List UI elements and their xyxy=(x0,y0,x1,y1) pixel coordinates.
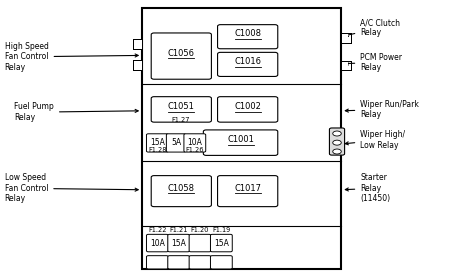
FancyBboxPatch shape xyxy=(329,128,345,155)
Circle shape xyxy=(333,149,341,154)
Text: Low Speed
Fan Control
Relay: Low Speed Fan Control Relay xyxy=(5,173,138,203)
Text: F1.27: F1.27 xyxy=(172,117,191,123)
FancyBboxPatch shape xyxy=(166,134,186,152)
Text: F1.21: F1.21 xyxy=(170,227,188,233)
Text: C1002: C1002 xyxy=(234,102,261,111)
FancyBboxPatch shape xyxy=(151,97,211,122)
FancyBboxPatch shape xyxy=(218,176,278,207)
FancyBboxPatch shape xyxy=(210,256,232,269)
Bar xyxy=(135,61,140,68)
FancyBboxPatch shape xyxy=(146,134,168,152)
Circle shape xyxy=(333,140,341,145)
Text: 15A: 15A xyxy=(150,138,165,147)
FancyBboxPatch shape xyxy=(151,176,211,207)
Text: C1016: C1016 xyxy=(234,57,261,66)
Bar xyxy=(341,61,351,70)
Bar xyxy=(133,60,142,70)
Bar xyxy=(135,41,140,48)
Text: C1001: C1001 xyxy=(227,135,254,144)
Text: High Speed
Fan Control
Relay: High Speed Fan Control Relay xyxy=(5,42,138,72)
Circle shape xyxy=(333,131,341,136)
Bar xyxy=(142,8,341,269)
FancyBboxPatch shape xyxy=(184,134,206,152)
FancyBboxPatch shape xyxy=(168,256,190,269)
FancyBboxPatch shape xyxy=(168,234,190,252)
Text: C1008: C1008 xyxy=(234,29,261,39)
Bar xyxy=(341,33,351,43)
Text: 10A: 10A xyxy=(150,238,165,248)
FancyBboxPatch shape xyxy=(218,97,278,122)
FancyBboxPatch shape xyxy=(218,52,278,76)
Text: PCM Power
Relay: PCM Power Relay xyxy=(345,53,402,72)
FancyBboxPatch shape xyxy=(210,234,232,252)
Text: 5A: 5A xyxy=(171,138,181,147)
FancyBboxPatch shape xyxy=(151,33,211,79)
Text: Starter
Relay
(11450): Starter Relay (11450) xyxy=(345,173,391,203)
Bar xyxy=(344,62,348,69)
Text: C1017: C1017 xyxy=(234,184,261,193)
Bar xyxy=(344,34,348,41)
Text: F1.20: F1.20 xyxy=(191,227,210,233)
Text: C1051: C1051 xyxy=(168,102,195,111)
Text: 10A: 10A xyxy=(187,138,202,147)
Text: F1.26: F1.26 xyxy=(185,147,204,153)
Text: A/C Clutch
Relay: A/C Clutch Relay xyxy=(345,18,400,37)
Text: Wiper High/
Low Relay: Wiper High/ Low Relay xyxy=(345,130,405,150)
FancyBboxPatch shape xyxy=(203,130,278,155)
FancyBboxPatch shape xyxy=(146,234,168,252)
FancyBboxPatch shape xyxy=(189,256,211,269)
Text: Wiper Run/Park
Relay: Wiper Run/Park Relay xyxy=(345,100,419,119)
Bar xyxy=(133,39,142,49)
FancyBboxPatch shape xyxy=(218,25,278,49)
Text: 15A: 15A xyxy=(171,238,186,248)
FancyBboxPatch shape xyxy=(189,234,211,252)
Text: Fuel Pump
Relay: Fuel Pump Relay xyxy=(14,102,138,122)
Text: 15A: 15A xyxy=(214,238,229,248)
Text: F1.19: F1.19 xyxy=(212,227,230,233)
FancyBboxPatch shape xyxy=(146,256,168,269)
Text: C1056: C1056 xyxy=(168,49,195,58)
Text: F1.22: F1.22 xyxy=(148,227,167,233)
Text: C1058: C1058 xyxy=(168,184,195,193)
Text: F1.28: F1.28 xyxy=(148,147,167,153)
